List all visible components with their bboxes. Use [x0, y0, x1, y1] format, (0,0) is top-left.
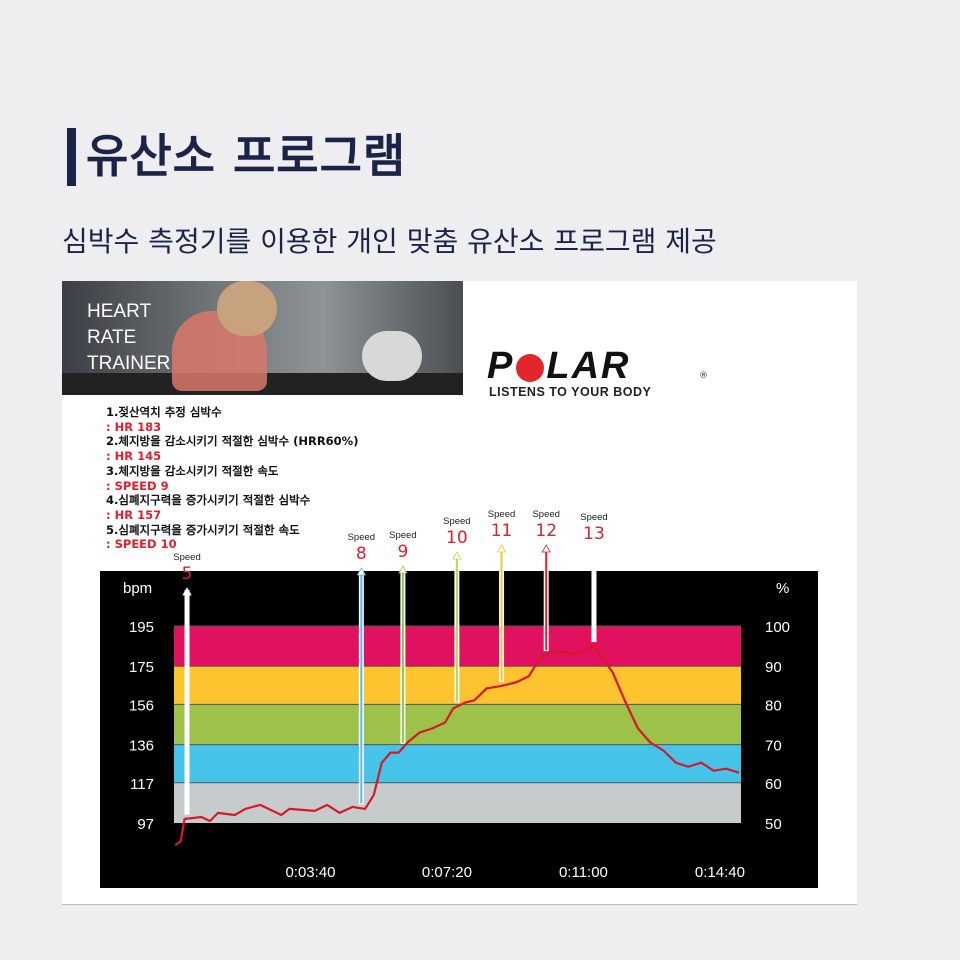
- y-axis-label: bpm: [123, 580, 152, 597]
- speed-label: Speed: [348, 532, 375, 543]
- x-tick-label: 0:03:40: [285, 864, 335, 881]
- hr-zone-band: [174, 704, 741, 745]
- heart-rate-chart: bpm % 97 50 117 60 136 70 156 80 175 90 195 100 0:03:4…: [100, 509, 818, 888]
- speed-label: Speed: [532, 509, 559, 520]
- y2-tick-label: 70: [765, 738, 782, 755]
- arrowhead-icon: [398, 565, 408, 574]
- speed-value: 9: [397, 542, 408, 562]
- y-tick-label: 136: [129, 738, 154, 755]
- note-value: : HR 183: [106, 419, 162, 434]
- x-tick-label: 0:11:00: [559, 864, 608, 881]
- heart-rate-line: [174, 645, 740, 846]
- note-label: 4.심폐지구력을 증가시키기 적절한 심박수: [106, 493, 311, 508]
- note-value: : HR 157: [106, 507, 162, 522]
- speed-label: Speed: [443, 516, 470, 527]
- arrowhead-icon: [452, 551, 462, 560]
- speed-value: 5: [182, 564, 193, 584]
- hr-zone-band: [174, 744, 741, 783]
- speed-label: Speed: [173, 552, 200, 563]
- title-accent-bar: [67, 128, 76, 186]
- note-label: 1.젖산역치 추정 심박수: [106, 405, 222, 419]
- arrowhead-icon: [541, 544, 551, 553]
- arrowhead-icon: [496, 544, 507, 553]
- note-value: : HR 145: [106, 449, 162, 464]
- arrowhead-icon: [182, 587, 192, 596]
- y-tick-label: 175: [129, 659, 154, 676]
- note-value: : SPEED 9: [106, 478, 169, 493]
- y-tick-label: 156: [129, 697, 154, 714]
- speed-value: 12: [535, 521, 557, 541]
- speed-label: Speed: [488, 509, 515, 520]
- polar-logo: P LAR ® LISTENS TO YOUR BODY: [487, 345, 708, 399]
- speed-value: 10: [446, 528, 468, 548]
- note-label: 2.체지방을 감소시키기 적절한 심박수 (HRR60%): [106, 434, 359, 449]
- x-tick-label: 0:14:40: [695, 864, 745, 881]
- logo-wordmark: P LAR: [487, 345, 631, 387]
- page-title: 유산소 프로그램: [86, 129, 407, 183]
- hr-zone-band: [174, 782, 741, 823]
- y2-tick-label: 80: [765, 697, 782, 714]
- arrowhead-icon: [356, 567, 367, 576]
- speed-label: Speed: [389, 530, 416, 541]
- speed-value: 8: [356, 544, 367, 564]
- note-label: 3.체지방을 감소시키기 적절한 속도: [106, 463, 279, 478]
- y-tick-label: 117: [130, 776, 154, 793]
- page-subtitle: 심박수 측정기를 이용한 개인 맞춤 유산소 프로그램 제공: [62, 225, 717, 258]
- speed-value: 13: [583, 524, 605, 544]
- banner-text: HEART RATE TRAINER: [87, 301, 171, 374]
- y-tick-label: 195: [129, 619, 154, 636]
- y2-axis-label: %: [776, 580, 789, 597]
- note-value: : SPEED 10: [106, 537, 177, 552]
- y-tick-label: 97: [137, 816, 154, 833]
- note-label: 5.심폐지구력을 증가시키기 적절한 속도: [106, 522, 300, 537]
- y2-tick-label: 100: [765, 619, 790, 636]
- heart-rate-trainer-banner: HEART RATE TRAINER: [62, 281, 463, 395]
- speed-label: Speed: [580, 512, 607, 523]
- arrowhead-icon: [589, 547, 599, 556]
- y2-tick-label: 90: [765, 659, 782, 676]
- notes-list: 1.젖산역치 추정 심박수 : HR 183 2.체지방을 감소시키기 적절한 …: [106, 405, 358, 552]
- logo-tagline: LISTENS TO YOUR BODY: [489, 385, 652, 399]
- y2-tick-label: 50: [765, 816, 782, 833]
- y2-tick-label: 60: [765, 776, 782, 793]
- speed-value: 11: [491, 521, 513, 541]
- x-tick-label: 0:07:20: [422, 864, 472, 881]
